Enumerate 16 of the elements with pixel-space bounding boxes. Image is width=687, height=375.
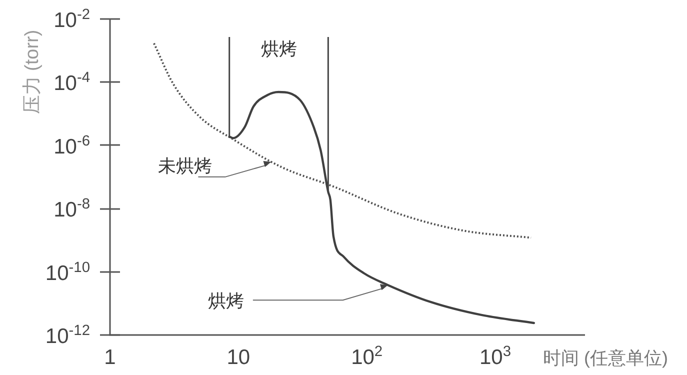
x-tick-label: 10 [226, 346, 250, 369]
y-tick-label: 10$^{-12}$ [45, 323, 90, 348]
x-tick-label: 10$^{3}$ [479, 344, 512, 369]
y-tick-label: 10$^{-4}$ [54, 70, 90, 96]
y-tick-label: 10$^{-8}$ [54, 196, 90, 222]
y-tick-label: 10$^{-6}$ [54, 133, 90, 158]
annotation: 烘烤 [260, 39, 297, 59]
x-axis-title: 时间 (任意单位) [543, 348, 668, 368]
y-tick-label: 10$^{-10}$ [45, 260, 90, 285]
y-axis-title: 压力 (torr) [22, 30, 43, 114]
annotation: 烘烤 [208, 291, 244, 312]
x-tick-label: 10$^{2}$ [351, 344, 383, 369]
arrow-annotation: 未烘烤 [158, 156, 272, 178]
x-tick-label: 1 [104, 346, 116, 369]
y-tick-label: 10$^{-2}$ [54, 7, 90, 32]
annotation: 未烘烤 [158, 156, 212, 176]
